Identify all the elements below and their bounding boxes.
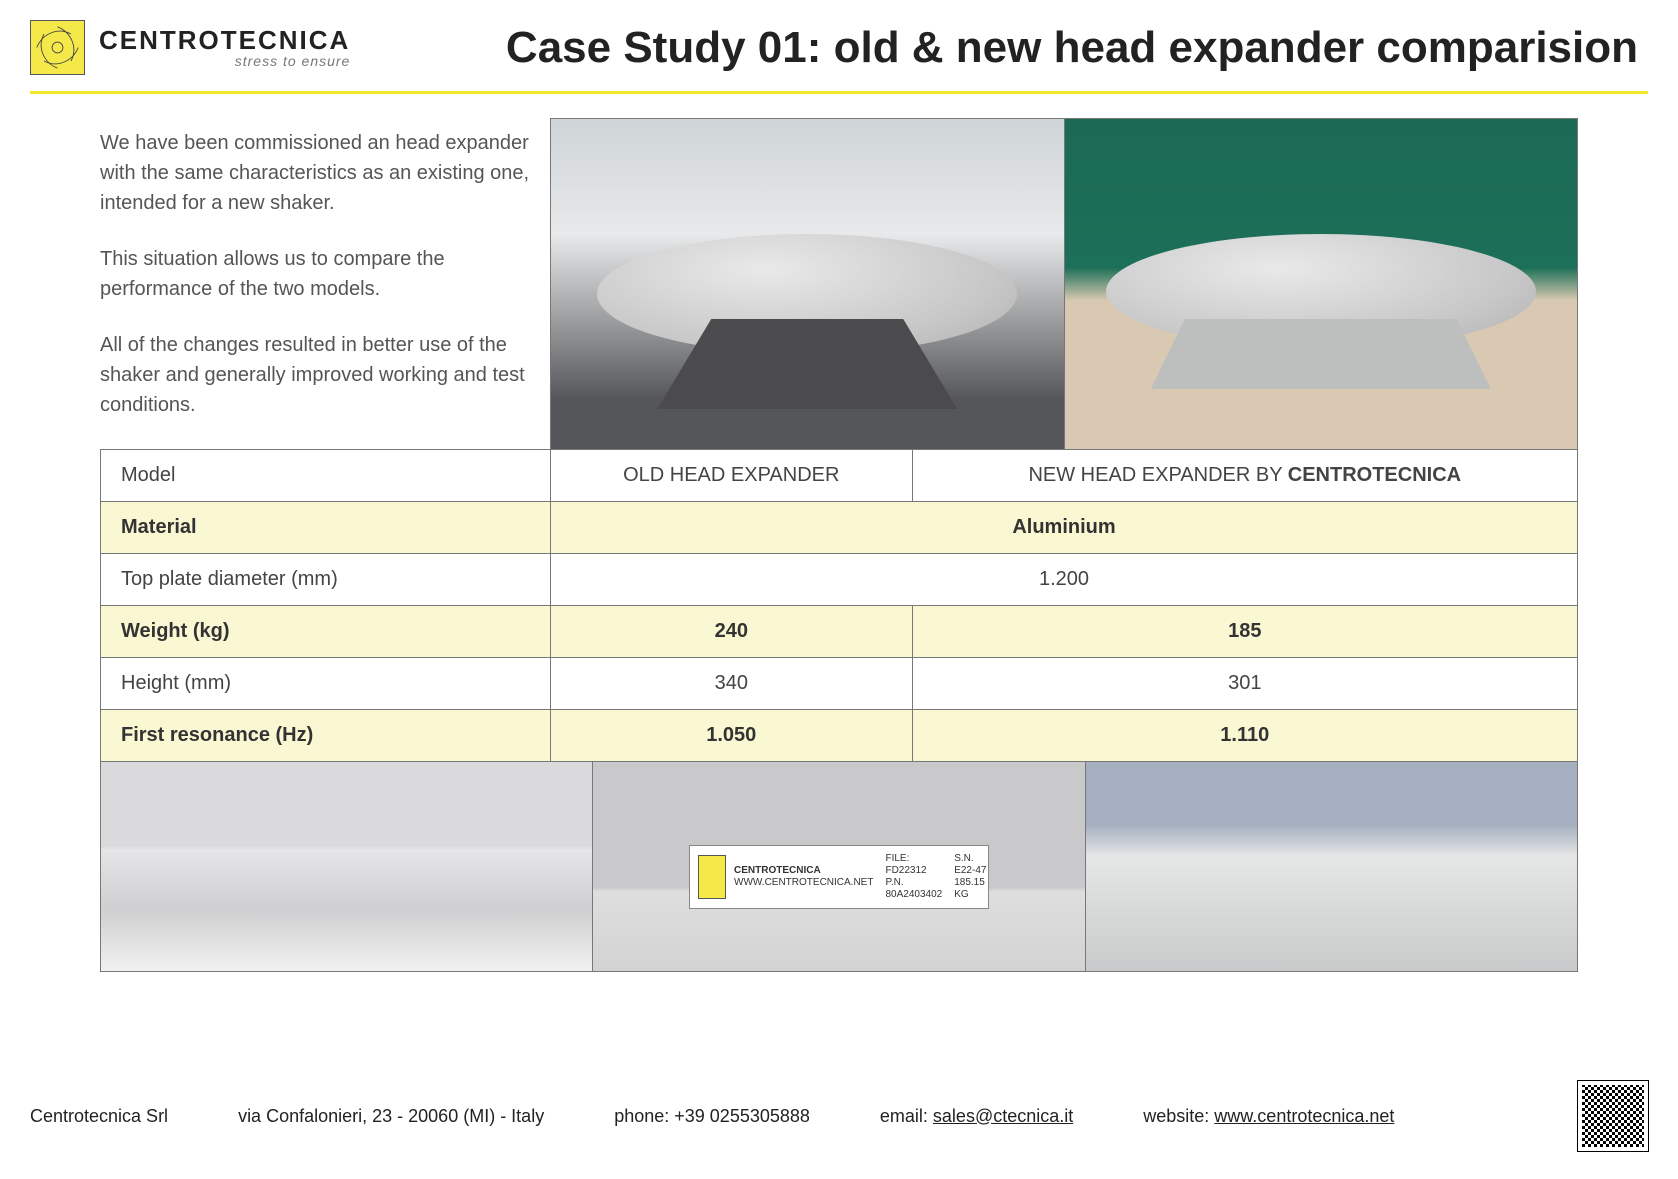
photo-detail-1 (101, 762, 592, 971)
table-header-row: Model OLD HEAD EXPANDER NEW HEAD EXPANDE… (101, 450, 1578, 502)
col-header-old: OLD HEAD EXPANDER (551, 450, 913, 502)
footer-website-wrap: website: www.centrotecnica.net (1143, 1106, 1394, 1127)
id-plate-logo-icon (698, 855, 726, 899)
col-header-new-prefix: NEW HEAD EXPANDER BY (1028, 464, 1287, 486)
logo-swirl-icon (35, 25, 80, 70)
id-plate-site: WWW.CENTROTECNICA.NET (734, 877, 873, 888)
row-value-old: 240 (551, 606, 913, 658)
footer-email-wrap: email: sales@ctecnica.it (880, 1106, 1073, 1127)
id-plate-brand: CENTROTECNICA (734, 865, 821, 876)
brand-tagline: stress to ensure (99, 54, 350, 69)
table-row: First resonance (Hz)1.0501.110 (101, 710, 1578, 762)
intro-p2: This situation allows us to compare the … (100, 244, 530, 304)
row-value-merged: Aluminium (551, 502, 1578, 554)
row-value-old: 340 (551, 658, 913, 710)
row-value-new: 1.110 (912, 710, 1577, 762)
table-row: Height (mm)340301 (101, 658, 1578, 710)
col-header-model: Model (101, 450, 551, 502)
photo-detail-2: CENTROTECNICA WWW.CENTROTECNICA.NET FILE… (592, 762, 1084, 971)
page-footer: Centrotecnica Srl via Confalonieri, 23 -… (0, 1081, 1678, 1151)
top-photo-row (550, 118, 1578, 449)
footer-website-link[interactable]: www.centrotecnica.net (1214, 1106, 1394, 1126)
footer-email-link[interactable]: sales@ctecnica.it (933, 1106, 1073, 1126)
row-label: Weight (kg) (101, 606, 551, 658)
brand-text: CENTROTECNICA stress to ensure (99, 27, 350, 69)
row-value-old: 1.050 (551, 710, 913, 762)
footer-address: via Confalonieri, 23 - 20060 (MI) - Ital… (238, 1106, 544, 1127)
logo-icon (30, 20, 85, 75)
table-row: Top plate diameter (mm)1.200 (101, 554, 1578, 606)
photo-old-expander (551, 119, 1064, 449)
photo-detail-3 (1085, 762, 1577, 971)
page-header: CENTROTECNICA stress to ensure Case Stud… (0, 0, 1678, 85)
qr-code-icon (1578, 1081, 1648, 1151)
footer-email-label: email: (880, 1106, 933, 1126)
row-label: Height (mm) (101, 658, 551, 710)
footer-website-label: website: (1143, 1106, 1214, 1126)
row-label: Material (101, 502, 551, 554)
id-plate: CENTROTECNICA WWW.CENTROTECNICA.NET FILE… (689, 845, 989, 909)
id-plate-wt: 185.15 KG (954, 877, 985, 900)
bottom-photo-row: CENTROTECNICA WWW.CENTROTECNICA.NET FILE… (100, 762, 1578, 972)
page-title: Case Study 01: old & new head expander c… (350, 23, 1648, 73)
col-header-new-brand: CENTROTECNICA (1288, 464, 1461, 486)
table-row: MaterialAluminium (101, 502, 1578, 554)
id-plate-sn: S.N. E22-47 (954, 853, 986, 876)
id-plate-pn: P.N. 80A2403402 (885, 877, 942, 900)
intro-p1: We have been commissioned an head expand… (100, 128, 530, 218)
row-value-new: 301 (912, 658, 1577, 710)
footer-company: Centrotecnica Srl (30, 1106, 168, 1127)
photo-new-expander (1064, 119, 1578, 449)
intro-text: We have been commissioned an head expand… (100, 118, 530, 449)
table-row: Weight (kg)240185 (101, 606, 1578, 658)
id-plate-file: FILE: FD22312 (885, 853, 926, 876)
spec-table: Model OLD HEAD EXPANDER NEW HEAD EXPANDE… (100, 449, 1578, 762)
brand-name: CENTROTECNICA (99, 27, 350, 54)
row-value-new: 185 (912, 606, 1577, 658)
row-value-merged: 1.200 (551, 554, 1578, 606)
content-upper: We have been commissioned an head expand… (0, 118, 1678, 449)
row-label: First resonance (Hz) (101, 710, 551, 762)
footer-phone: phone: +39 0255305888 (614, 1106, 810, 1127)
intro-p3: All of the changes resulted in better us… (100, 330, 530, 420)
header-rule (30, 91, 1648, 94)
row-label: Top plate diameter (mm) (101, 554, 551, 606)
col-header-new: NEW HEAD EXPANDER BY CENTROTECNICA (912, 450, 1577, 502)
